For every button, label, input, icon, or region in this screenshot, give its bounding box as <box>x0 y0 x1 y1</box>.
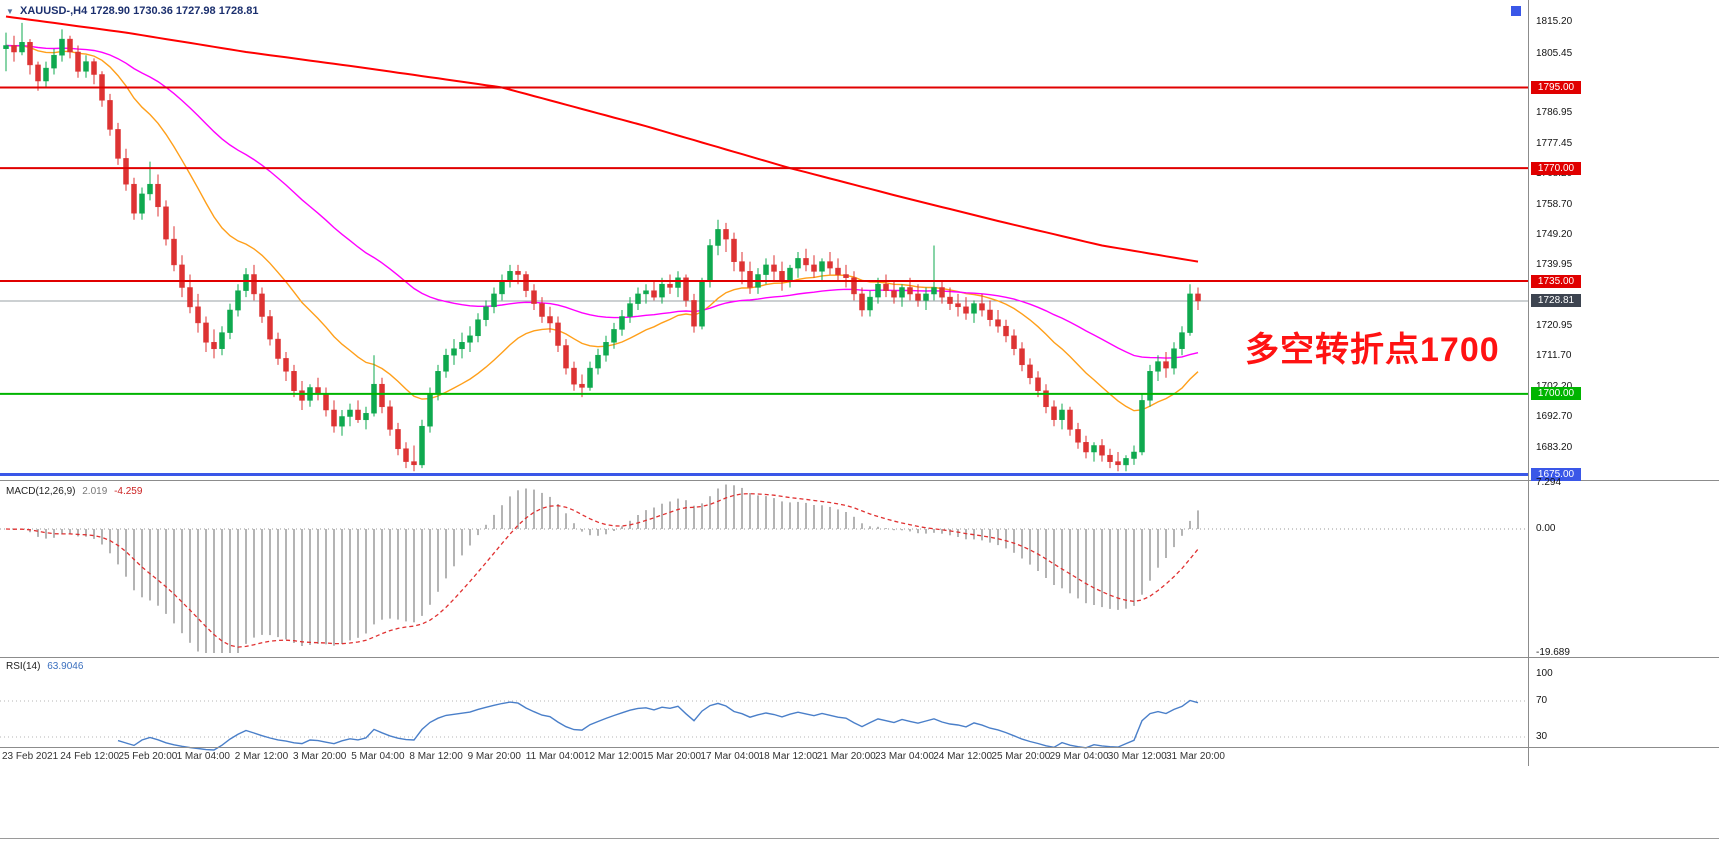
candlestick-series <box>3 22 1201 472</box>
time-axis-label: 23 Feb 2021 <box>2 751 59 762</box>
fast-ma-line <box>5 44 1199 412</box>
price-level-tag: 1770.00 <box>1531 161 1581 175</box>
horizontal-level-lines[interactable] <box>0 86 1528 476</box>
rsi-value: 63.9046 <box>47 661 84 672</box>
rsi-panel-plot[interactable] <box>0 699 1528 751</box>
price-axis-label: 1692.70 <box>1536 411 1573 423</box>
price-level-tag: 1735.00 <box>1531 274 1581 288</box>
rsi-indicator-label: RSI(14) 63.9046 <box>6 661 83 672</box>
price-axis-label: 1749.20 <box>1536 229 1573 241</box>
time-axis-label: 25 Mar 20:00 <box>991 751 1051 762</box>
symbol-ohlc-readout: ▼ XAUUSD-,H4 1728.90 1730.36 1727.98 172… <box>6 5 259 17</box>
rsi-panel-separator[interactable] <box>0 657 1719 658</box>
time-axis-separator <box>0 747 1719 748</box>
time-axis-label: 8 Mar 12:00 <box>409 751 463 762</box>
price-axis-label: 1786.95 <box>1536 107 1573 119</box>
current-price-tag: 1728.81 <box>1531 294 1581 308</box>
macd-panel-plot[interactable] <box>0 484 1528 654</box>
macd-axis-label: 0.00 <box>1536 522 1556 534</box>
price-axis-label: 1758.70 <box>1536 198 1573 210</box>
price-level-tag: 1700.00 <box>1531 387 1581 401</box>
macd-signal-value: -4.259 <box>114 486 143 497</box>
chart-shift-marker[interactable] <box>1511 6 1521 16</box>
window-bottom-divider <box>0 838 1719 839</box>
time-axis-label: 25 Feb 20:00 <box>118 751 178 762</box>
time-axis-label: 29 Mar 04:00 <box>1049 751 1109 762</box>
price-axis-label: 1805.45 <box>1536 47 1573 59</box>
time-axis-label: 21 Mar 20:00 <box>816 751 876 762</box>
chart-text-annotation[interactable]: 多空转折点1700 <box>1245 331 1500 369</box>
chart-canvas[interactable] <box>0 0 1528 766</box>
time-axis-label: 24 Mar 12:00 <box>933 751 993 762</box>
time-axis-label: 18 Mar 12:00 <box>758 751 818 762</box>
time-axis-label: 30 Mar 12:00 <box>1107 751 1167 762</box>
price-axis-label: 1739.95 <box>1536 259 1573 271</box>
long-ma-line <box>5 15 1199 263</box>
price-level-tag: 1675.00 <box>1531 468 1581 482</box>
macd-axis-label: -19.689 <box>1536 646 1570 658</box>
time-axis-label: 31 Mar 20:00 <box>1166 751 1225 762</box>
time-axis-label: 1 Mar 04:00 <box>176 751 230 762</box>
price-level-tag: 1795.00 <box>1531 80 1581 94</box>
price-axis-label: 1720.95 <box>1536 320 1573 332</box>
macd-indicator-label: MACD(12,26,9) 2.019 -4.259 <box>6 486 142 497</box>
moving-average-lines <box>5 15 1199 412</box>
price-axis-label: 1777.45 <box>1536 138 1573 150</box>
rsi-name: RSI(14) <box>6 661 41 672</box>
macd-name: MACD(12,26,9) <box>6 486 76 497</box>
price-axis[interactable]: 1815.201805.451786.951777.451768.201758.… <box>1528 0 1719 766</box>
mid-ma-line <box>5 44 1199 359</box>
time-axis-label: 12 Mar 12:00 <box>584 751 643 762</box>
time-axis-label: 23 Mar 04:00 <box>875 751 934 762</box>
time-axis-label: 9 Mar 20:00 <box>467 751 521 762</box>
price-axis-label: 1815.20 <box>1536 16 1573 28</box>
time-axis-label: 15 Mar 20:00 <box>642 751 702 762</box>
expand-arrow-icon[interactable]: ▼ <box>6 7 14 16</box>
time-axis-label: 24 Feb 12:00 <box>60 751 120 762</box>
time-axis-label: 11 Mar 04:00 <box>525 751 584 762</box>
macd-axis-label: 7.294 <box>1536 477 1562 488</box>
symbol-ohlc-text: XAUUSD-,H4 1728.90 1730.36 1727.98 1728.… <box>19 5 259 17</box>
macd-main-value: 2.019 <box>82 486 108 497</box>
price-axis-label: 1711.70 <box>1536 350 1572 362</box>
price-axis-label: 1702.20 <box>1536 380 1573 392</box>
time-axis-label: 17 Mar 04:00 <box>700 751 760 762</box>
time-axis-label: 3 Mar 20:00 <box>293 751 347 762</box>
time-axis-label: 2 Mar 12:00 <box>234 751 289 762</box>
time-axis-label: 5 Mar 04:00 <box>351 751 405 762</box>
time-axis[interactable]: 23 Feb 2021 24 Feb 12:00 25 Feb 20:00 1 Mar… <box>0 747 1719 766</box>
price-axis-label: 1683.20 <box>1536 442 1573 454</box>
rsi-axis-label: 30 <box>1536 731 1548 742</box>
rsi-axis-label: 70 <box>1536 695 1548 706</box>
rsi-axis-label: 100 <box>1536 668 1553 679</box>
macd-panel-separator[interactable] <box>0 480 1719 481</box>
